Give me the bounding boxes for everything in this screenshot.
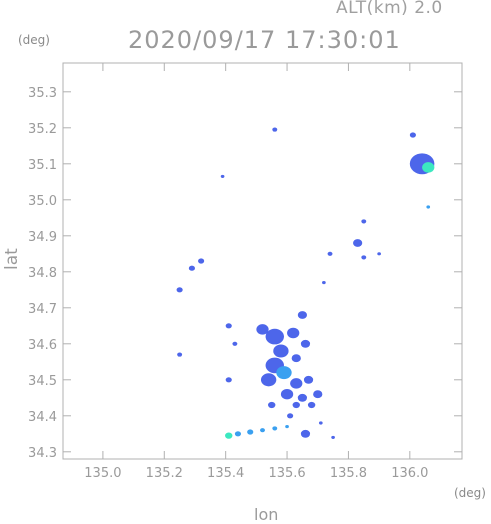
echo-cell [361,255,367,260]
y-tick-label: 34.6 [28,338,57,353]
x-tick-label: 135.4 [207,466,244,481]
echo-cell [353,239,363,247]
echo-cell [300,429,311,438]
echo-cell [426,205,431,209]
echo-cell [268,401,276,409]
echo-cell [290,378,303,389]
timestamp-title: 2020/09/17 17:30:01 [128,26,401,54]
echo-cell [361,219,367,224]
echo-cell [280,388,294,400]
y-tick-label: 35.0 [28,194,57,209]
echo-cell [225,432,233,439]
y-axis-unit: (deg) [18,33,50,47]
plot-frame [62,62,463,460]
x-tick-label: 135.8 [330,466,367,481]
y-tick-label: 34.4 [28,410,57,425]
echo-cell [331,435,335,439]
echo-cell [273,344,289,358]
y-tick-label: 34.5 [28,374,57,389]
x-tick-label: 135.2 [146,466,183,481]
echo-cell [291,354,301,363]
echo-cell [303,375,314,384]
x-axis-unit: (deg) [454,486,486,500]
x-tick-label: 135.0 [84,466,121,481]
y-tick-label: 35.1 [28,158,57,173]
echo-cell [297,311,308,319]
altitude-label: ALT(km) 2.0 [336,0,443,18]
echo-cell [377,252,381,256]
echo-cell [247,429,254,435]
echo-cell [285,425,289,429]
echo-cell [198,258,205,264]
echo-cell [313,390,323,399]
y-tick-label: 34.8 [28,266,57,281]
echo-cell [422,162,435,173]
echo-cell [276,366,292,380]
echo-cell [260,428,265,433]
y-tick-label: 35.3 [28,86,57,101]
echo-cell [232,341,238,346]
echo-cell [287,327,300,339]
echo-cell [300,339,311,348]
echo-cell [220,174,225,178]
y-tick-label: 34.7 [28,302,57,317]
echo-cell [297,393,308,402]
echo-cell [318,421,323,425]
echo-cell [177,352,183,357]
echo-cell [260,373,277,387]
y-tick-label: 35.2 [28,122,57,137]
x-axis-label: lon [254,505,279,524]
echo-cell [292,401,300,409]
y-tick-label: 34.9 [28,230,57,245]
echo-cell [225,377,232,383]
echo-cell [256,324,269,335]
y-tick-label: 34.3 [28,446,57,461]
echo-cell [265,328,284,345]
echo-cell [287,413,294,419]
echo-cell [307,401,316,409]
echo-cell [272,127,278,132]
echo-cell [234,431,242,437]
echo-cell [188,265,195,271]
x-tick-label: 136.0 [391,466,428,481]
echo-cell [409,132,416,138]
x-tick-label: 135.6 [268,466,305,481]
echo-cell [176,287,183,293]
echo-cell [225,323,232,329]
echo-cell [272,426,278,431]
echo-cell [322,281,326,285]
echo-cell [327,251,333,256]
